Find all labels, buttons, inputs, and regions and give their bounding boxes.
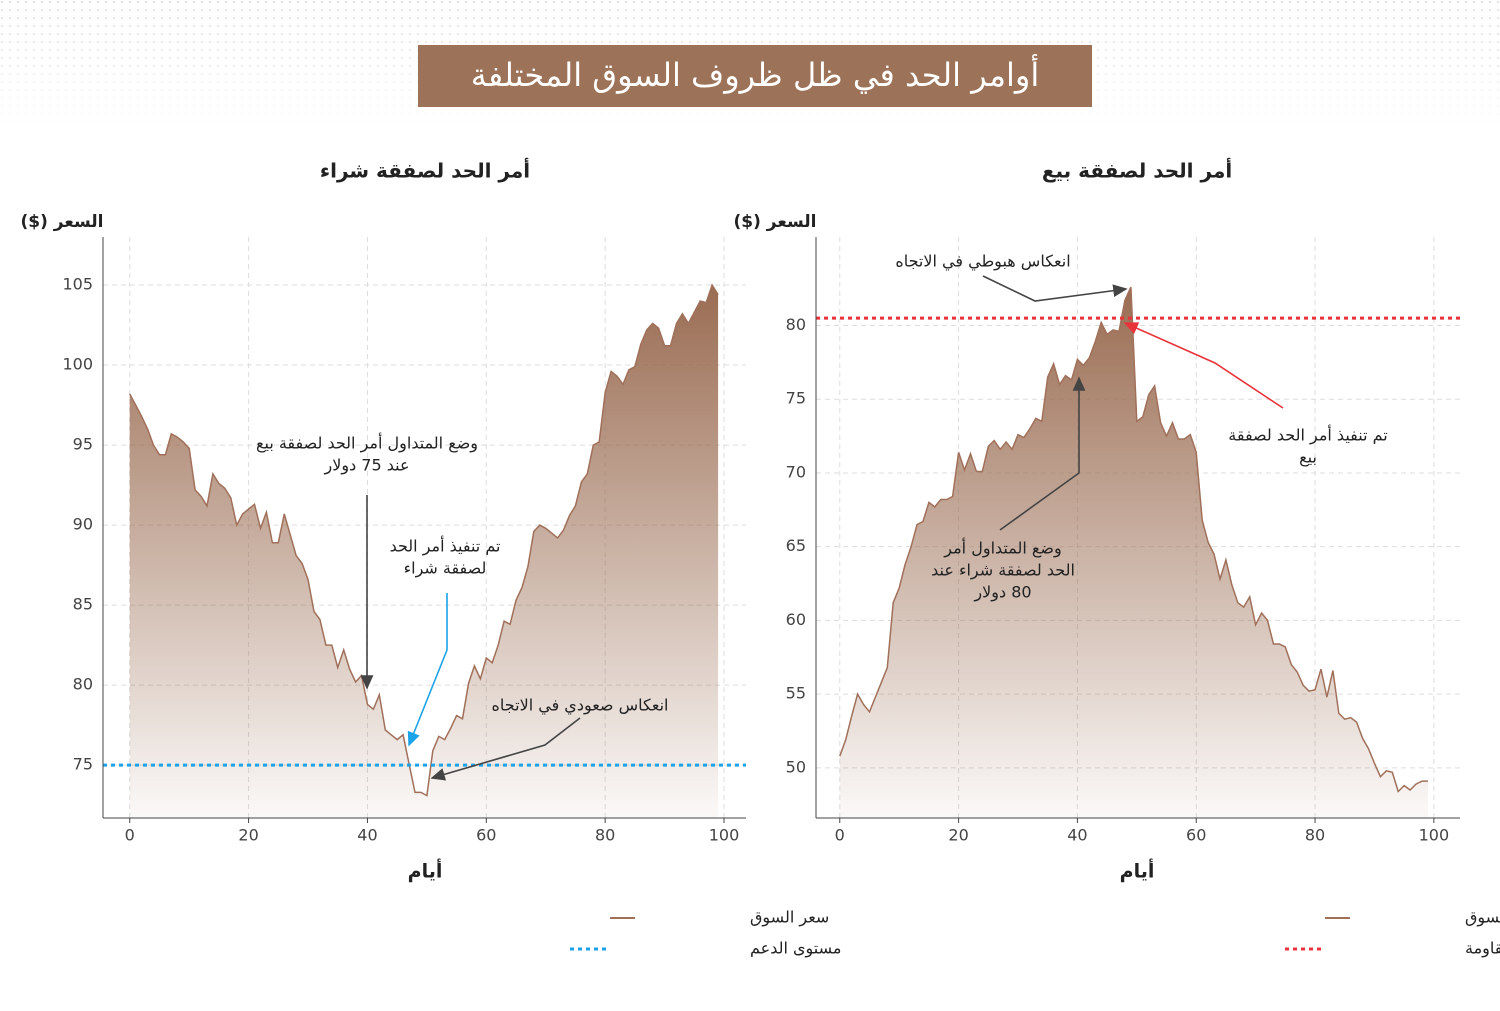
annotation-arrow	[1123, 322, 1284, 409]
x-tick-label: 60	[1186, 826, 1206, 845]
y-tick-label: 90	[73, 515, 93, 534]
y-tick-label: 100	[62, 355, 93, 374]
legend-label: مستوى المقاومة	[1465, 939, 1500, 959]
x-tick-label: 100	[1419, 826, 1450, 845]
y-tick-label: 75	[73, 755, 93, 774]
area-fill	[129, 285, 719, 818]
y-tick-label: 50	[786, 757, 806, 776]
x-tick-label: 80	[595, 826, 615, 845]
page-title: أوامر الحد في ظل ظروف السوق المختلفة	[471, 54, 1040, 94]
y-tick-label: 75	[786, 389, 806, 408]
annotation-arrow	[407, 593, 448, 747]
x-tick-label: 0	[835, 826, 845, 845]
annotation: تم تنفيذ أمر الحد	[390, 536, 501, 557]
y-tick-label: 105	[62, 275, 93, 294]
price-line	[839, 286, 1428, 793]
annotation: انعكاس صعودي في الاتجاه	[492, 696, 669, 716]
y-axis-label: السعر ($)	[21, 212, 104, 232]
x-tick-label: 20	[948, 826, 968, 845]
x-axis-label: أيام	[1120, 859, 1155, 883]
area-fill	[839, 287, 1428, 819]
x-tick-label: 80	[1305, 826, 1325, 845]
legend-label: سعر السوق	[1465, 908, 1500, 928]
x-tick-label: 40	[357, 826, 377, 845]
annotation: الحد لصفقة شراء عند	[931, 561, 1075, 581]
annotation: انعكاس هبوطي في الاتجاه	[895, 252, 1070, 272]
y-tick-label: 55	[786, 684, 806, 703]
y-axis-label: السعر ($)	[734, 212, 817, 232]
y-tick-label: 70	[786, 462, 806, 481]
x-tick-label: 60	[476, 826, 496, 845]
annotation-arrow	[982, 275, 1128, 302]
annotation: 80 دولار	[973, 583, 1031, 603]
y-tick-label: 60	[786, 610, 806, 629]
annotation: تم تنفيذ أمر الحد لصفقة	[1228, 425, 1387, 446]
y-tick-label: 95	[73, 435, 93, 454]
x-tick-label: 100	[709, 826, 740, 845]
legend-label: مستوى الدعم	[750, 939, 841, 959]
y-tick-label: 85	[73, 595, 93, 614]
annotation: بيع	[1299, 448, 1317, 468]
y-tick-label: 80	[73, 675, 93, 694]
y-tick-label: 80	[786, 315, 806, 334]
price-line	[129, 283, 719, 797]
annotation-arrow	[430, 717, 581, 781]
annotation: وضع المتداول أمر الحد لصفقة بيع	[256, 433, 478, 454]
x-tick-label: 40	[1067, 826, 1087, 845]
title-banner	[418, 45, 1092, 107]
legend-label: سعر السوق	[750, 908, 829, 928]
x-tick-label: 20	[238, 826, 258, 845]
annotation: عند 75 دولار	[323, 456, 409, 476]
x-tick-label: 0	[125, 826, 135, 845]
chart-title: أمر الحد لصفقة شراء	[320, 157, 530, 183]
annotation: لصفقة شراء	[404, 559, 487, 579]
annotation-arrow	[999, 376, 1086, 531]
chart-title: أمر الحد لصفقة بيع	[1042, 157, 1232, 183]
annotation: وضع المتداول أمر	[943, 538, 1061, 559]
x-axis-label: أيام	[408, 859, 443, 883]
y-tick-label: 65	[786, 536, 806, 555]
